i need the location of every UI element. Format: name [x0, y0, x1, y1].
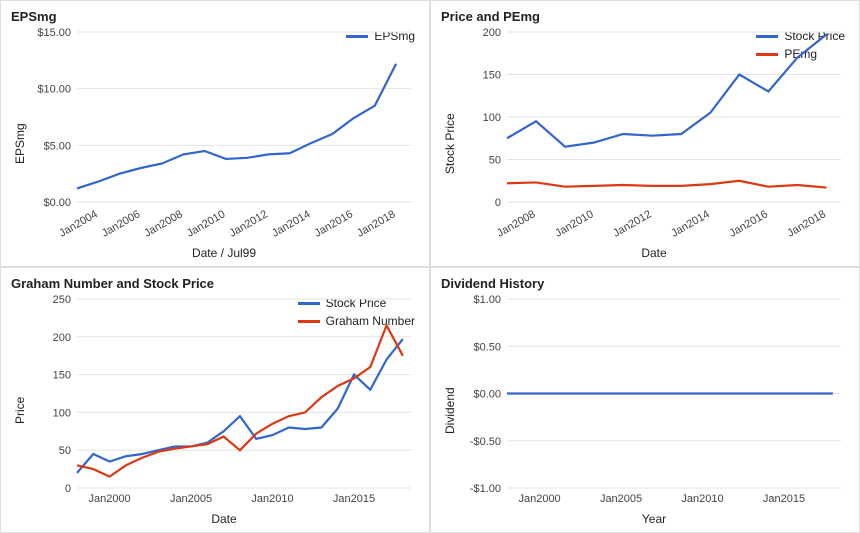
panel-epsmg: EPSmg EPSmg EPSmg $0.00$5.00$10.00$15.00… — [0, 0, 430, 267]
y-axis-label: Stock Price — [441, 26, 459, 262]
chart-body: Dividend -$1.00 -$0.50 $0.00 $0.50 $1.00 Jan2… — [441, 293, 849, 528]
chart-title: EPSmg — [11, 9, 419, 24]
chart-svg: 0 50 100 150 200 Jan2008 Jan2010 Jan2012 Jan2014… — [459, 26, 849, 244]
svg-text:0: 0 — [495, 197, 501, 209]
x-axis-label: Date / Jul99 — [29, 244, 419, 262]
chart-svg: 0 50 100 150 200 250 Jan2000 Jan2005 Jan2010 Jan2… — [29, 293, 419, 510]
x-axis-label: Date — [459, 244, 849, 262]
chart-title: Graham Number and Stock Price — [11, 276, 419, 291]
svg-text:Jan2005: Jan2005 — [600, 493, 642, 505]
plot-area: -$1.00 -$0.50 $0.00 $0.50 $1.00 Jan2000 Jan200… — [459, 293, 849, 510]
series-line — [507, 181, 826, 188]
svg-text:Jan2015: Jan2015 — [763, 493, 805, 505]
chart-svg: -$1.00 -$0.50 $0.00 $0.50 $1.00 Jan2000 Jan200… — [459, 293, 849, 510]
y-axis-label: Dividend — [441, 293, 459, 528]
series-line — [77, 325, 403, 476]
svg-text:Jan2014: Jan2014 — [669, 208, 712, 240]
series-line — [77, 339, 403, 473]
chart-body: Stock Price 0 50 100 150 200 Jan2008 Jan2010 Ja… — [441, 26, 849, 262]
svg-text:Jan2005: Jan2005 — [170, 493, 212, 505]
chart-body: EPSmg $0.00$5.00$10.00$15.00Jan2004Jan20… — [11, 26, 419, 262]
svg-text:Jan2012: Jan2012 — [611, 208, 654, 240]
plot-area: 0 50 100 150 200 Jan2008 Jan2010 Jan2012 Jan2014… — [459, 26, 849, 244]
svg-text:Jan2008: Jan2008 — [142, 208, 185, 240]
svg-text:150: 150 — [483, 70, 501, 82]
panel-graham: Graham Number and Stock Price Stock Pric… — [0, 267, 430, 533]
svg-text:200: 200 — [53, 332, 71, 344]
panel-price-pemg: Price and PEmg Stock PricePEmg Stock Pri… — [430, 0, 860, 267]
series-line — [77, 64, 396, 189]
svg-text:150: 150 — [53, 370, 71, 382]
svg-text:$5.00: $5.00 — [43, 140, 71, 152]
svg-text:Jan2000: Jan2000 — [518, 493, 560, 505]
svg-text:Jan2018: Jan2018 — [355, 208, 398, 240]
x-axis-label: Year — [459, 510, 849, 528]
svg-text:$10.00: $10.00 — [37, 84, 71, 96]
svg-text:$0.50: $0.50 — [473, 341, 501, 353]
svg-text:Jan2008: Jan2008 — [495, 208, 538, 240]
svg-text:Jan2015: Jan2015 — [333, 493, 375, 505]
plot-area: 0 50 100 150 200 250 Jan2000 Jan2005 Jan2010 Jan2… — [29, 293, 419, 510]
svg-text:100: 100 — [483, 112, 501, 124]
y-axis-label: EPSmg — [11, 26, 29, 262]
svg-text:Jan2016: Jan2016 — [727, 208, 770, 240]
svg-text:250: 250 — [53, 294, 71, 306]
chart-svg: $0.00$5.00$10.00$15.00Jan2004Jan2006Jan2… — [29, 26, 419, 244]
svg-text:Jan2010: Jan2010 — [553, 208, 596, 240]
svg-text:$1.00: $1.00 — [473, 294, 501, 306]
plot-area: $0.00$5.00$10.00$15.00Jan2004Jan2006Jan2… — [29, 26, 419, 244]
svg-text:Jan2004: Jan2004 — [57, 208, 100, 240]
svg-text:Jan2018: Jan2018 — [785, 208, 828, 240]
svg-text:Jan2000: Jan2000 — [88, 493, 130, 505]
svg-text:Jan2016: Jan2016 — [312, 208, 355, 240]
svg-text:-$1.00: -$1.00 — [470, 483, 501, 495]
svg-text:$0.00: $0.00 — [43, 197, 71, 209]
svg-text:Jan2012: Jan2012 — [227, 208, 270, 240]
svg-text:-$0.50: -$0.50 — [470, 436, 501, 448]
svg-text:Jan2010: Jan2010 — [681, 493, 723, 505]
x-axis-label: Date — [29, 510, 419, 528]
svg-text:$0.00: $0.00 — [473, 389, 501, 401]
chart-body: Price 0 50 100 150 200 250 Jan2000 Jan2005 Jan20… — [11, 293, 419, 528]
svg-text:$15.00: $15.00 — [37, 27, 71, 39]
svg-text:50: 50 — [59, 445, 71, 457]
svg-text:100: 100 — [53, 407, 71, 419]
svg-text:Jan2006: Jan2006 — [100, 208, 143, 240]
panel-dividend: Dividend History Dividend -$1.00 -$0.50 $0… — [430, 267, 860, 533]
svg-text:200: 200 — [483, 27, 501, 39]
chart-title: Price and PEmg — [441, 9, 849, 24]
chart-title: Dividend History — [441, 276, 849, 291]
svg-text:Jan2014: Jan2014 — [270, 208, 313, 240]
svg-text:Jan2010: Jan2010 — [251, 493, 293, 505]
y-axis-label: Price — [11, 293, 29, 528]
svg-text:Jan2010: Jan2010 — [185, 208, 228, 240]
svg-text:50: 50 — [489, 155, 501, 167]
series-line — [507, 35, 826, 147]
svg-text:0: 0 — [65, 483, 71, 495]
